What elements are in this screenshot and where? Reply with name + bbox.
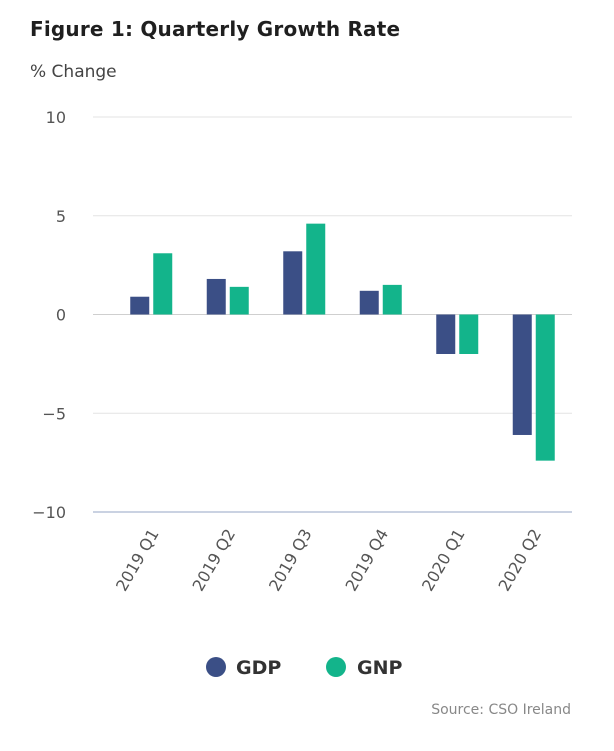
y-tick-label: 10 xyxy=(46,108,66,127)
y-tick-label: −5 xyxy=(42,404,66,423)
bar-gdp-2019-q2[interactable] xyxy=(206,278,226,315)
x-tick-label: 2020 Q1 xyxy=(418,526,469,595)
x-tick-label: 2019 Q4 xyxy=(341,526,392,595)
bar-gdp-2020-q2[interactable] xyxy=(512,314,532,435)
bar-gnp-2020-q2[interactable] xyxy=(535,314,555,461)
y-axis-ticks: 10 5 0 −5 −10 xyxy=(32,108,66,522)
y-tick-label: 0 xyxy=(56,306,66,325)
legend[interactable]: GDP GNP xyxy=(206,657,402,679)
bar-gnp-2020-q1[interactable] xyxy=(459,314,479,355)
legend-item-gnp[interactable]: GNP xyxy=(326,657,402,679)
legend-marker xyxy=(326,657,346,677)
bar-gnp-2019-q3[interactable] xyxy=(306,223,326,315)
bars xyxy=(130,223,555,461)
x-tick-label: 2020 Q2 xyxy=(494,526,545,595)
x-tick-label: 2019 Q2 xyxy=(188,526,239,595)
legend-label: GNP xyxy=(357,657,402,679)
legend-item-gdp[interactable]: GDP xyxy=(206,657,281,679)
bar-gdp-2019-q3[interactable] xyxy=(283,251,303,315)
x-axis-ticks: 2019 Q1 2019 Q2 2019 Q3 2019 Q4 2020 Q1 2020 … xyxy=(112,526,545,595)
bar-gdp-2019-q1[interactable] xyxy=(130,296,150,315)
y-axis-label: % Change xyxy=(30,62,117,82)
y-tick-label: −10 xyxy=(32,503,66,522)
bar-gnp-2019-q1[interactable] xyxy=(153,253,173,315)
x-tick-label: 2019 Q3 xyxy=(265,526,316,595)
bar-gdp-2019-q4[interactable] xyxy=(359,290,379,315)
bar-gnp-2019-q2[interactable] xyxy=(229,286,249,315)
y-tick-label: 5 xyxy=(56,207,66,226)
legend-label: GDP xyxy=(236,657,281,679)
bar-gdp-2020-q1[interactable] xyxy=(436,314,456,355)
x-tick-label: 2019 Q1 xyxy=(112,526,163,595)
gridlines xyxy=(93,116,572,513)
bar-gnp-2019-q4[interactable] xyxy=(382,284,402,315)
chart-title: Figure 1: Quarterly Growth Rate xyxy=(30,17,401,41)
legend-marker xyxy=(206,657,226,677)
source-note: Source: CSO Ireland xyxy=(431,702,571,718)
